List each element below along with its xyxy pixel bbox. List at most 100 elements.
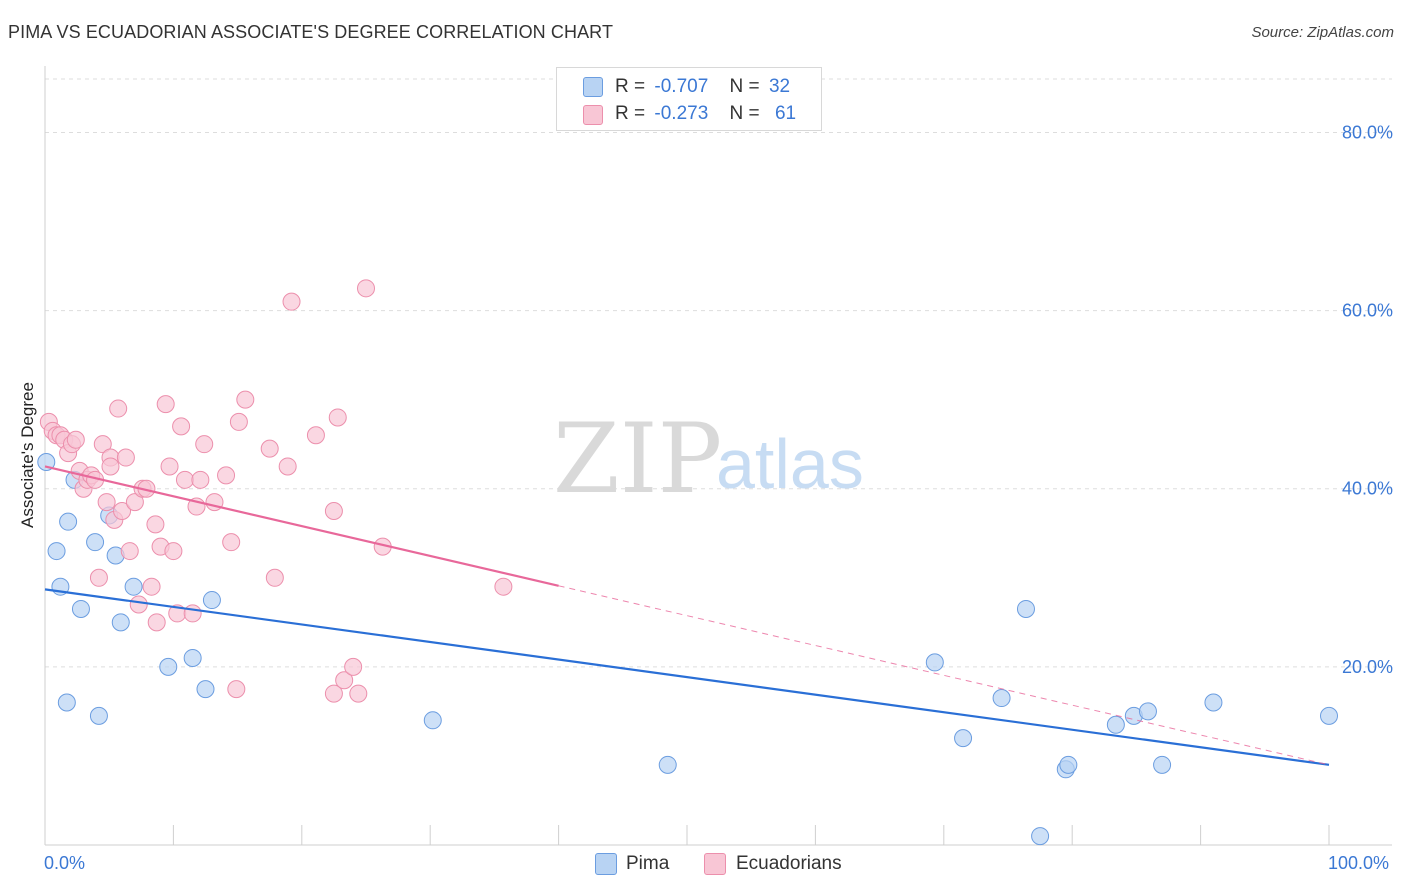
x-tick-label-min: 0.0% xyxy=(44,853,85,873)
series-legend-swatch-ecuadorians xyxy=(704,853,726,875)
ecuadorian-point-44 xyxy=(227,680,246,699)
ecuadorian-point-19 xyxy=(109,399,128,418)
trend-layer xyxy=(44,465,1330,766)
ecuadorian-point-57 xyxy=(349,684,368,703)
ecuadorian-trend-line xyxy=(44,465,559,587)
watermark-atlas: atlas xyxy=(716,425,864,503)
legend-swatch-ecuadorians xyxy=(583,105,603,125)
pima-point-21 xyxy=(992,689,1011,708)
ecuadorian-point-42 xyxy=(217,466,236,485)
pima-point-12 xyxy=(124,577,143,596)
watermark-zip: ZIP xyxy=(553,403,722,515)
legend-ecu-r-value: -0.273 xyxy=(654,103,709,124)
pima-point-11 xyxy=(111,613,130,632)
pima-point-0 xyxy=(37,453,56,471)
ecuadorian-point-45 xyxy=(229,412,248,431)
ecuadorian-point-55 xyxy=(335,671,354,690)
legend-ecu-n-label: N = xyxy=(729,103,760,124)
pima-point-22 xyxy=(1016,599,1035,618)
points-layer xyxy=(37,279,1338,846)
ecuadorian-point-20 xyxy=(113,501,132,520)
legend-pima-r-label: R = xyxy=(615,76,646,97)
pima-point-13 xyxy=(159,657,178,676)
pima-point-14 xyxy=(183,648,202,667)
ecuadorian-point-24 xyxy=(129,595,148,614)
ecuadorian-point-52 xyxy=(324,501,343,520)
y-tick-label-40: 40.0% xyxy=(1342,479,1393,499)
pima-point-1 xyxy=(47,542,66,561)
correlation-legend: R = -0.707 N = 32 R = -0.273 N = 61 xyxy=(556,67,822,131)
legend-pima-n-label: N = xyxy=(729,76,760,97)
ecuadorian-point-27 xyxy=(142,577,161,596)
pima-point-26 xyxy=(1106,715,1125,734)
ecuadorian-point-35 xyxy=(172,417,191,436)
legend-ecu-n-value: 61 xyxy=(774,103,797,124)
ecuadorian-point-31 xyxy=(156,395,175,414)
ecuadorian-point-51 xyxy=(306,426,325,445)
ecuadorian-point-47 xyxy=(260,439,279,458)
pima-trend-line xyxy=(44,588,1330,766)
legend-swatch-pima xyxy=(583,77,603,97)
legend-row-pima: R = -0.707 N = 32 xyxy=(615,76,790,98)
ecuadorian-point-13 xyxy=(89,568,108,587)
ecuadorian-point-49 xyxy=(278,457,297,476)
pima-point-30 xyxy=(1204,693,1223,712)
series-legend: Pima Ecuadorians xyxy=(0,851,1406,879)
grid-layer xyxy=(45,78,1392,668)
ecuadorian-point-28 xyxy=(146,515,165,534)
pima-point-6 xyxy=(71,599,90,618)
y-tick-label-20: 20.0% xyxy=(1342,657,1393,677)
ecuadorian-point-40 xyxy=(195,435,214,454)
ecuadorian-point-50 xyxy=(282,292,301,311)
ecuadorian-point-15 xyxy=(97,493,116,512)
legend-row-ecuadorians: R = -0.273 N = 61 xyxy=(615,103,796,125)
ecuadorian-point-58 xyxy=(357,279,375,298)
chart-title: PIMA VS ECUADORIAN ASSOCIATE'S DEGREE CO… xyxy=(8,22,614,42)
ecuadorian-point-33 xyxy=(164,542,183,561)
pima-point-16 xyxy=(202,591,221,610)
ecuadorian-point-39 xyxy=(191,470,210,489)
pima-point-15 xyxy=(196,680,215,699)
pima-point-4 xyxy=(59,512,78,531)
pima-point-8 xyxy=(89,706,108,725)
series-legend-label-ecuadorians: Ecuadorians xyxy=(736,853,842,874)
pima-point-20 xyxy=(954,729,973,748)
ecuadorian-point-37 xyxy=(183,604,202,623)
ecuadorian-point-17 xyxy=(101,457,120,476)
pima-point-19 xyxy=(925,653,944,672)
chart-source: Source: ZipAtlas.com xyxy=(1251,24,1394,41)
series-legend-label-pima: Pima xyxy=(626,853,670,874)
pima-point-23 xyxy=(1031,827,1050,846)
ecuadorian-point-56 xyxy=(344,657,363,676)
pima-point-17 xyxy=(423,711,442,730)
pima-point-28 xyxy=(1138,702,1157,721)
ecuadorian-point-7 xyxy=(66,430,85,449)
y-tick-label-60: 60.0% xyxy=(1342,301,1393,321)
ecuadorian-point-43 xyxy=(222,533,241,552)
pima-point-7 xyxy=(86,533,105,552)
pima-point-31 xyxy=(1320,706,1338,725)
legend-pima-r-value: -0.707 xyxy=(654,76,709,97)
x-tick-label-max: 100.0% xyxy=(1328,853,1389,873)
series-legend-swatch-pima xyxy=(595,853,617,875)
ecuadorian-point-14 xyxy=(93,435,112,454)
pima-point-3 xyxy=(57,693,76,712)
watermark: ZIP atlas xyxy=(553,403,864,515)
ecuadorian-point-32 xyxy=(160,457,179,476)
ecuadorian-point-54 xyxy=(328,408,347,427)
y-tick-label-80: 80.0% xyxy=(1342,122,1393,142)
ecuadorian-point-29 xyxy=(147,613,166,632)
pima-point-18 xyxy=(658,755,677,774)
ecuadorian-point-36 xyxy=(175,470,194,489)
ecuadorian-point-48 xyxy=(265,568,284,587)
y-tick-labels: 20.0% 40.0% 60.0% 80.0% xyxy=(1342,122,1393,676)
legend-ecu-r-label: R = xyxy=(615,103,646,124)
ecuadorian-point-22 xyxy=(120,542,139,561)
legend-pima-n-value: 32 xyxy=(768,76,791,97)
ecuadorian-point-53 xyxy=(324,684,343,703)
ecuadorian-point-60 xyxy=(494,577,513,596)
pima-point-25 xyxy=(1059,755,1078,774)
pima-point-29 xyxy=(1153,755,1172,774)
ecuadorian-point-23 xyxy=(125,493,144,512)
